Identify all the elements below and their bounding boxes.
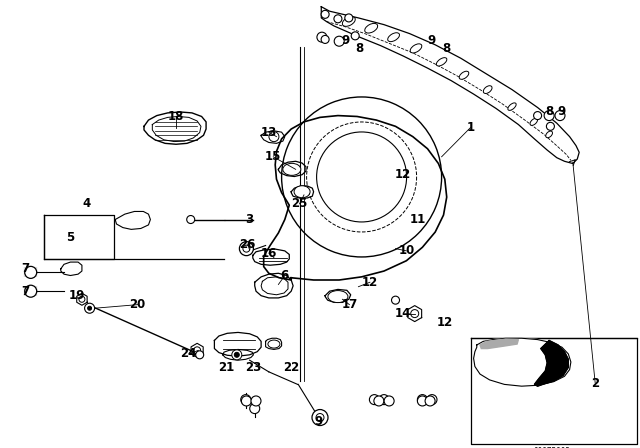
Ellipse shape xyxy=(268,340,280,348)
Text: 19: 19 xyxy=(68,289,85,302)
Text: 9: 9 xyxy=(557,104,565,118)
Circle shape xyxy=(243,245,250,252)
Circle shape xyxy=(534,112,541,120)
Circle shape xyxy=(417,396,428,406)
Text: 17: 17 xyxy=(341,298,358,311)
Ellipse shape xyxy=(546,131,552,138)
Ellipse shape xyxy=(436,58,447,66)
Text: 8: 8 xyxy=(545,104,553,118)
Circle shape xyxy=(187,215,195,224)
Circle shape xyxy=(427,395,437,405)
Text: 10: 10 xyxy=(398,244,415,258)
Text: 3: 3 xyxy=(246,213,253,226)
Text: 24: 24 xyxy=(180,347,197,361)
Circle shape xyxy=(250,404,260,414)
Ellipse shape xyxy=(508,103,516,110)
Circle shape xyxy=(194,347,200,354)
Circle shape xyxy=(241,395,251,405)
Polygon shape xyxy=(474,338,571,386)
Text: 1: 1 xyxy=(467,121,474,134)
Text: 7: 7 xyxy=(22,284,29,298)
Circle shape xyxy=(334,15,342,23)
Ellipse shape xyxy=(483,86,492,94)
Text: 23: 23 xyxy=(244,361,261,374)
Text: 20: 20 xyxy=(129,298,146,311)
Ellipse shape xyxy=(410,44,422,53)
Circle shape xyxy=(379,395,389,405)
Polygon shape xyxy=(480,339,518,349)
Circle shape xyxy=(88,306,92,310)
Circle shape xyxy=(321,10,329,18)
Circle shape xyxy=(351,32,359,40)
Circle shape xyxy=(239,241,253,256)
Text: 9: 9 xyxy=(315,414,323,428)
Text: 14: 14 xyxy=(395,307,412,320)
Circle shape xyxy=(232,350,242,360)
Circle shape xyxy=(345,14,353,22)
Polygon shape xyxy=(534,340,568,386)
Text: 11: 11 xyxy=(410,213,426,226)
Text: 12: 12 xyxy=(436,316,453,329)
Circle shape xyxy=(544,111,554,121)
Ellipse shape xyxy=(294,186,310,198)
Ellipse shape xyxy=(388,33,399,42)
Circle shape xyxy=(374,396,384,406)
Text: 25: 25 xyxy=(291,197,308,211)
Circle shape xyxy=(425,396,435,406)
Text: 26: 26 xyxy=(239,237,256,251)
Circle shape xyxy=(25,267,36,278)
Ellipse shape xyxy=(342,17,355,26)
Circle shape xyxy=(392,296,399,304)
Text: 9: 9 xyxy=(428,34,436,47)
Text: 18: 18 xyxy=(168,110,184,123)
Text: 16: 16 xyxy=(260,246,277,260)
Circle shape xyxy=(384,396,394,406)
Text: 21: 21 xyxy=(218,361,234,374)
Text: 6: 6 xyxy=(281,269,289,282)
Text: 12: 12 xyxy=(395,168,412,181)
Text: 8: 8 xyxy=(442,42,450,55)
Text: 8: 8 xyxy=(356,42,364,55)
Circle shape xyxy=(321,35,329,43)
Circle shape xyxy=(269,132,279,142)
Circle shape xyxy=(317,32,327,42)
Circle shape xyxy=(417,395,428,405)
Circle shape xyxy=(316,414,324,422)
Circle shape xyxy=(312,409,328,426)
Circle shape xyxy=(79,296,85,302)
Text: 7: 7 xyxy=(22,262,29,276)
Circle shape xyxy=(547,122,554,130)
Circle shape xyxy=(251,396,261,406)
Circle shape xyxy=(25,285,36,297)
Circle shape xyxy=(555,111,565,121)
Ellipse shape xyxy=(328,291,348,302)
Text: 15: 15 xyxy=(265,150,282,164)
Text: 12: 12 xyxy=(362,276,378,289)
Ellipse shape xyxy=(365,23,378,33)
Text: 9: 9 xyxy=(342,34,349,47)
Text: 2: 2 xyxy=(591,376,599,390)
Circle shape xyxy=(84,303,95,313)
Circle shape xyxy=(411,310,419,318)
Text: 5: 5 xyxy=(67,231,74,244)
Circle shape xyxy=(234,352,239,358)
Text: 4: 4 xyxy=(83,197,90,211)
Circle shape xyxy=(369,395,380,405)
Circle shape xyxy=(334,36,344,46)
Text: 00075002: 00075002 xyxy=(533,447,570,448)
Ellipse shape xyxy=(530,118,538,125)
Text: 13: 13 xyxy=(260,125,277,139)
Ellipse shape xyxy=(283,164,301,175)
Circle shape xyxy=(196,351,204,359)
Ellipse shape xyxy=(460,71,468,79)
Text: 22: 22 xyxy=(283,361,300,374)
Circle shape xyxy=(241,396,252,406)
